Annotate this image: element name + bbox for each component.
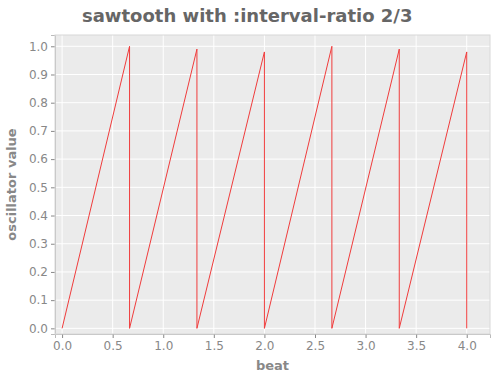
y-tick-label: 1.0 xyxy=(29,40,48,54)
grid xyxy=(55,35,490,334)
y-tick: 0.2 xyxy=(29,265,55,279)
x-tick-mark xyxy=(366,334,367,338)
y-tick-mark xyxy=(51,131,55,132)
y-tick-mark xyxy=(51,216,55,217)
grid-line-y xyxy=(55,74,490,75)
grid-line-y xyxy=(55,159,490,160)
grid-line-x xyxy=(163,35,164,334)
x-axis: 0.0 0.5 1.0 1.5 2.0 2.5 3.0 3.5 4.0 xyxy=(53,334,490,353)
x-tick-label: 2.5 xyxy=(306,339,325,353)
y-tick-mark xyxy=(51,187,55,188)
y-tick: 0.3 xyxy=(29,237,55,251)
y-tick: 0.0 xyxy=(29,322,55,336)
x-tick-mark xyxy=(113,334,114,338)
plot-background xyxy=(55,35,490,334)
grid-line-y xyxy=(55,271,490,272)
y-tick: 0.9 xyxy=(29,68,55,82)
sawtooth-line xyxy=(62,46,467,328)
x-tick-label: 3.0 xyxy=(357,339,376,353)
x-tick: 2.5 xyxy=(306,334,325,353)
y-axis-title: oscillator value xyxy=(4,128,19,241)
y-tick-label: 0.1 xyxy=(29,293,48,307)
y-tick-label: 0.9 xyxy=(29,68,48,82)
y-tick-label: 0.7 xyxy=(29,124,48,138)
grid-line-x xyxy=(365,35,366,334)
y-tick-mark xyxy=(51,74,55,75)
x-axis-title: beat xyxy=(256,358,289,373)
data-layer xyxy=(62,46,467,328)
x-tick: 1.0 xyxy=(154,334,173,353)
x-tick-label: 2.0 xyxy=(255,339,274,353)
grid-line-x xyxy=(112,35,113,334)
y-tick-label: 0.5 xyxy=(29,181,48,195)
y-tick: 0.6 xyxy=(29,152,55,166)
y-tick-mark xyxy=(51,244,55,245)
y-axis: 0.0 0.1 0.2 0.3 0.4 0.5 0.6 0.7 0.8 0.9 1.0 xyxy=(29,36,56,336)
y-tick: 0.8 xyxy=(29,96,55,110)
y-tick: 1.0 xyxy=(29,40,55,54)
x-tick: 1.5 xyxy=(205,334,224,353)
title: sawtooth with :interval-ratio 2/3 xyxy=(82,5,412,26)
plot-frame xyxy=(55,35,490,334)
y-tick-label: 0.3 xyxy=(29,237,48,251)
x-tick: 3.5 xyxy=(407,334,426,353)
grid-line-y xyxy=(55,187,490,188)
x-tick-mark xyxy=(264,334,265,338)
y-tick: 0.1 xyxy=(29,293,55,307)
x-tick-label: 1.5 xyxy=(205,339,224,353)
y-tick-label: 0.8 xyxy=(29,96,48,110)
grid-line-y xyxy=(55,300,490,301)
x-tick-mark xyxy=(315,334,316,338)
y-tick-label: 0.2 xyxy=(29,265,48,279)
grid-line-y xyxy=(55,243,490,244)
x-tick: 2.0 xyxy=(255,334,274,353)
grid-line-x xyxy=(416,35,417,334)
y-tick-mark xyxy=(51,328,55,329)
x-tick: 3.0 xyxy=(357,334,376,353)
y-tick-mark xyxy=(51,300,55,301)
grid-line-y xyxy=(55,215,490,216)
y-tick-label: 0.6 xyxy=(29,152,48,166)
grid-line-x xyxy=(62,35,63,334)
x-axis-line xyxy=(56,335,491,339)
plot: 0.00.51.01.52.02.53.03.54.00.00.10.20.30… xyxy=(29,35,491,353)
x-tick: 0.0 xyxy=(53,334,72,353)
grid-line-y xyxy=(55,328,490,329)
chart: 0.00.51.01.52.02.53.03.54.00.00.10.20.30… xyxy=(0,0,500,378)
y-tick-label: 0.4 xyxy=(29,209,48,223)
x-tick: 4.0 xyxy=(458,334,477,353)
x-tick-label: 3.5 xyxy=(407,339,426,353)
x-tick: 0.5 xyxy=(104,334,123,353)
x-tick-mark xyxy=(416,334,417,338)
y-tick: 0.7 xyxy=(29,124,55,138)
x-tick-label: 1.0 xyxy=(154,339,173,353)
y-tick-mark xyxy=(51,272,55,273)
grid-line-y xyxy=(55,46,490,47)
x-tick-label: 4.0 xyxy=(458,339,477,353)
x-tick-label: 0.5 xyxy=(104,339,123,353)
y-tick: 0.4 xyxy=(29,209,55,223)
grid-line-y xyxy=(55,130,490,131)
x-tick-mark xyxy=(163,334,164,338)
grid-line-y xyxy=(55,102,490,103)
x-tick-label: 0.0 xyxy=(53,339,72,353)
y-tick: 0.5 xyxy=(29,181,55,195)
grid-line-x xyxy=(213,35,214,334)
y-tick-mark xyxy=(51,46,55,47)
x-tick-mark xyxy=(214,334,215,338)
y-tick-label: 0.0 xyxy=(29,322,48,336)
x-tick-mark xyxy=(467,334,468,338)
y-tick-mark xyxy=(51,103,55,104)
x-tick-mark xyxy=(62,334,63,338)
grid-line-x xyxy=(314,35,315,334)
y-tick-mark xyxy=(51,159,55,160)
